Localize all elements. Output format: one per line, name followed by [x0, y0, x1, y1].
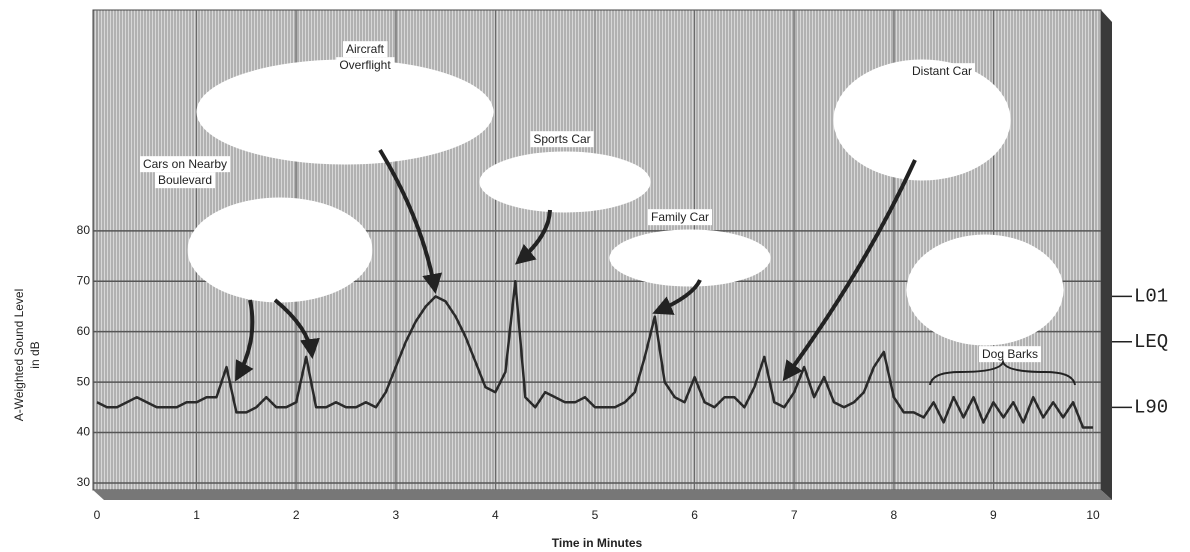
y-axis-label: in dB [28, 341, 42, 368]
annotation-label: Cars on Nearby [143, 157, 227, 171]
x-tick-label: 0 [94, 508, 101, 522]
reference-label: L01 [1134, 285, 1168, 307]
reference-label: L90 [1134, 396, 1168, 418]
reference-label: LEQ [1134, 331, 1168, 353]
y-axis-label: A-Weighted Sound Level [12, 289, 26, 422]
x-tick-label: 4 [492, 508, 499, 522]
x-tick-label: 2 [293, 508, 300, 522]
box-edge [1101, 10, 1112, 500]
annotation-label: Overflight [339, 58, 391, 72]
y-tick-label: 40 [77, 425, 91, 439]
page: A-Weighted Sound Level in dB Time in Min… [0, 0, 1190, 552]
x-tick-label: 8 [890, 508, 897, 522]
x-tick-label: 1 [193, 508, 200, 522]
x-axis-label: Time in Minutes [552, 536, 643, 550]
annotation-bubble [188, 198, 372, 302]
chart: A-Weighted Sound Level in dB Time in Min… [0, 0, 1190, 552]
x-tick-label: 9 [990, 508, 997, 522]
x-tick-label: 6 [691, 508, 698, 522]
y-tick-label: 80 [77, 223, 91, 237]
x-tick-label: 5 [592, 508, 599, 522]
annotation-label: Family Car [651, 210, 709, 224]
annotation-bubble [480, 152, 650, 212]
y-tick-label: 70 [77, 273, 91, 287]
box-edge [93, 490, 1112, 500]
annotation-bubble [610, 230, 770, 286]
annotation-label: Boulevard [158, 173, 212, 187]
annotation-label: Dog Barks [982, 347, 1038, 361]
y-tick-label: 30 [77, 475, 91, 489]
x-tick-label: 7 [791, 508, 798, 522]
x-tick-label: 3 [392, 508, 399, 522]
annotation-label: Aircraft [346, 42, 385, 56]
annotation-bubble [197, 60, 493, 164]
annotation-label: Sports Car [533, 132, 590, 146]
y-tick-label: 60 [77, 324, 91, 338]
annotation-bubble [907, 235, 1063, 345]
annotation-label: Distant Car [912, 64, 972, 78]
y-tick-label: 50 [77, 374, 91, 388]
x-tick-label: 10 [1086, 508, 1100, 522]
